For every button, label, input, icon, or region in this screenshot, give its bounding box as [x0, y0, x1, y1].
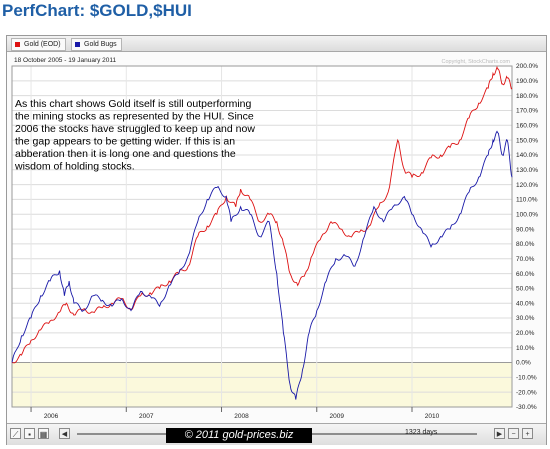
plot-negative-area [12, 362, 512, 407]
y-tick-label: -10.0% [516, 375, 537, 382]
series-lines [11, 65, 513, 400]
legend-tab-gold-bugs[interactable]: Gold Bugs [71, 38, 122, 51]
y-tick-label: -30.0% [516, 404, 537, 411]
legend-label-gold: Gold (EOD) [24, 41, 61, 48]
x-tick-label: 2009 [330, 413, 345, 420]
grid-toggle-icon[interactable]: ▦ [38, 428, 49, 439]
y-tick-label: 150.0% [516, 137, 538, 144]
y-tick-label: 80.0% [516, 241, 535, 248]
y-axis-ticks: -30.0% -20.0% -10.0% 0.0% 10.0% 20.0% 30.0% 40.… [516, 63, 538, 411]
copyright-label: Copyright, StockCharts.com [442, 59, 511, 65]
annotation-line: wisdom of holding stocks. [14, 161, 135, 173]
days-label: 1323 days [405, 429, 438, 436]
annotation-line: 2006 the stocks have struggled to keep u… [15, 123, 255, 135]
x-axis-ticks: 2006 2007 2008 2009 2010 [30, 407, 440, 420]
y-tick-label: 120.0% [516, 182, 538, 189]
annotation-line: abberation then it is long one and quest… [15, 148, 236, 160]
x-tick-label: 2006 [44, 413, 59, 420]
y-tick-label: 180.0% [516, 93, 538, 100]
histogram-style-icon[interactable]: ▪ [24, 428, 35, 439]
y-tick-label: 110.0% [516, 197, 538, 204]
scroll-right-button[interactable]: ▶ [494, 428, 505, 439]
watermark: © 2011 gold-prices.biz [166, 428, 312, 443]
legend-label-gold-bugs: Gold Bugs [84, 41, 117, 48]
annotation-line: the mining stocks as represented by the … [15, 111, 254, 123]
series-line-gold [11, 65, 513, 364]
y-tick-label: 90.0% [516, 226, 535, 233]
legend-swatch-gold-bugs [75, 42, 80, 47]
zoom-in-button[interactable]: + [522, 428, 533, 439]
y-tick-label: 60.0% [516, 271, 535, 278]
annotation-line: As this chart shows Gold itself is still… [15, 98, 251, 110]
y-tick-label: 130.0% [516, 167, 538, 174]
y-tick-label: 160.0% [516, 123, 538, 130]
y-tick-label: 200.0% [516, 63, 538, 70]
y-tick-label: -20.0% [516, 389, 537, 396]
y-tick-label: 100.0% [516, 211, 538, 218]
line-style-icon[interactable]: ⟋ [10, 428, 21, 439]
x-tick-label: 2010 [425, 413, 440, 420]
legend-bar: Gold (EOD) Gold Bugs [7, 36, 546, 52]
scroll-left-button[interactable]: ◀ [59, 428, 70, 439]
chart-frame: Gold (EOD) Gold Bugs 18 October 2005 - 1… [6, 35, 547, 445]
legend-tab-gold[interactable]: Gold (EOD) [11, 38, 66, 51]
zoom-out-button[interactable]: − [508, 428, 519, 439]
y-tick-label: 30.0% [516, 315, 535, 322]
y-tick-label: 10.0% [516, 345, 535, 352]
series-line-gold-bugs [11, 130, 513, 400]
chart-svg: 18 October 2005 - 19 January 2011 Copyri… [11, 57, 538, 420]
legend-swatch-gold [15, 42, 20, 47]
y-tick-label: 140.0% [516, 152, 538, 159]
y-tick-label: 50.0% [516, 286, 535, 293]
annotation-text: As this chart shows Gold itself is still… [14, 98, 255, 173]
x-tick-label: 2008 [234, 413, 249, 420]
annotation-line: the gap appears to be getting wider. If … [15, 136, 235, 148]
page-title: PerfChart: $GOLD,$HUI [2, 1, 192, 20]
plot-area-border [11, 65, 513, 408]
y-tick-label: 190.0% [516, 78, 538, 85]
y-tick-label: 70.0% [516, 256, 535, 263]
y-tick-label: 40.0% [516, 300, 535, 307]
y-tick-label: 0.0% [516, 360, 531, 367]
y-tick-label: 20.0% [516, 330, 535, 337]
y-tick-label: 170.0% [516, 108, 538, 115]
date-range-label: 18 October 2005 - 19 January 2011 [14, 57, 117, 64]
x-tick-label: 2007 [139, 413, 154, 420]
